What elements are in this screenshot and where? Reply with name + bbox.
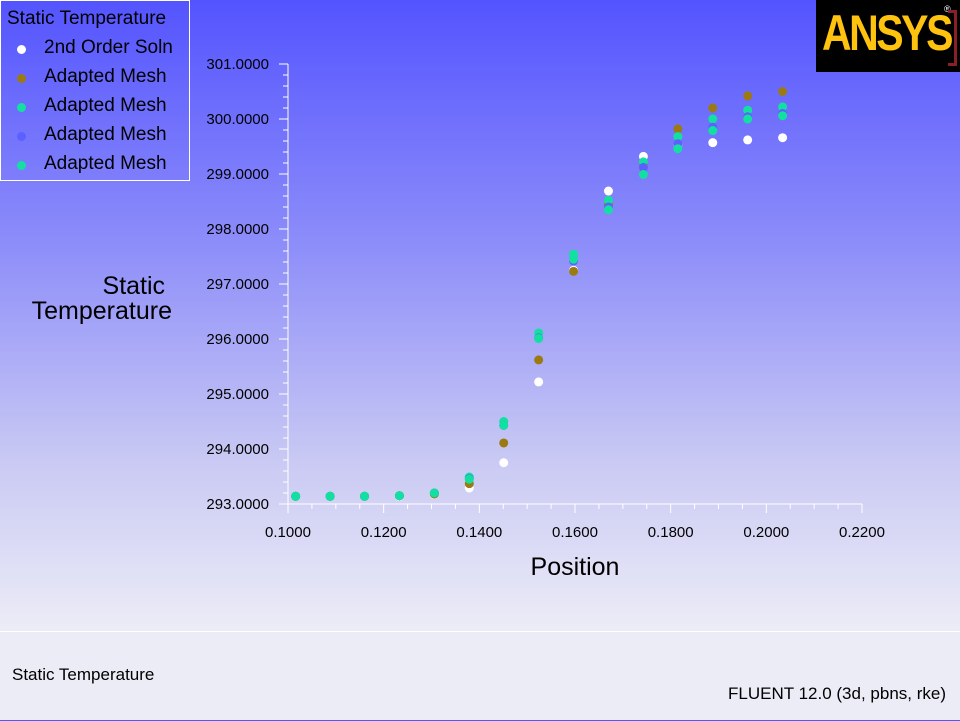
y-axis-label-line-2: Temperature bbox=[32, 297, 172, 325]
data-point bbox=[743, 135, 753, 145]
data-point bbox=[708, 126, 718, 136]
legend-label: Adapted Mesh bbox=[44, 95, 167, 116]
data-point bbox=[673, 132, 683, 142]
data-point bbox=[603, 186, 613, 196]
data-point bbox=[673, 124, 683, 134]
legend-title: Static Temperature bbox=[7, 8, 167, 29]
y-axis-label-line-1: Static bbox=[103, 272, 166, 300]
ansys-logo: ANSYS ® bbox=[816, 0, 960, 72]
y-tick-label: 296.0000 bbox=[206, 331, 269, 348]
y-tick-label: 295.0000 bbox=[206, 386, 269, 403]
data-point bbox=[603, 195, 613, 205]
data-point bbox=[569, 266, 579, 276]
data-point bbox=[743, 105, 753, 115]
data-point bbox=[708, 103, 718, 113]
data-point bbox=[778, 111, 788, 121]
y-tick-label: 301.0000 bbox=[206, 56, 269, 73]
data-point bbox=[708, 138, 718, 148]
x-tick-label: 0.1200 bbox=[361, 524, 407, 541]
y-tick-label: 299.0000 bbox=[206, 166, 269, 183]
x-tick-label: 0.2000 bbox=[743, 524, 789, 541]
y-tick-label: 300.0000 bbox=[206, 111, 269, 128]
data-point bbox=[534, 355, 544, 365]
legend-marker bbox=[17, 103, 26, 112]
data-point bbox=[569, 254, 579, 264]
legend: Static Temperature 2nd Order Soln Adapte… bbox=[0, 0, 190, 181]
registered-mark: ® bbox=[944, 4, 951, 14]
x-axis-label: Position bbox=[531, 553, 620, 581]
solver-info: FLUENT 12.0 (3d, pbns, rke) bbox=[728, 684, 946, 703]
y-tick-label: 298.0000 bbox=[206, 221, 269, 238]
legend-label: 2nd Order Soln bbox=[44, 37, 173, 58]
data-points bbox=[291, 87, 788, 501]
data-point bbox=[778, 133, 788, 143]
legend-item: 2nd Order Soln bbox=[1, 37, 189, 61]
legend-item: Adapted Mesh bbox=[1, 153, 189, 177]
data-point bbox=[291, 491, 301, 501]
x-tick-label: 0.1400 bbox=[456, 524, 502, 541]
data-point bbox=[360, 491, 370, 501]
data-point bbox=[778, 102, 788, 112]
legend-label: Adapted Mesh bbox=[44, 124, 167, 145]
data-point bbox=[638, 170, 648, 180]
data-point bbox=[499, 458, 509, 468]
footer-title: Static Temperature bbox=[12, 665, 155, 684]
data-point bbox=[464, 474, 474, 484]
x-tick-label: 0.1600 bbox=[552, 524, 598, 541]
data-point bbox=[638, 162, 648, 172]
y-tick-label: 297.0000 bbox=[206, 276, 269, 293]
legend-item: Adapted Mesh bbox=[1, 124, 189, 148]
x-tick-label: 0.2200 bbox=[839, 524, 885, 541]
logo-bracket bbox=[948, 10, 957, 66]
legend-marker bbox=[17, 74, 26, 83]
y-tick-label: 293.0000 bbox=[206, 496, 269, 513]
x-tick-label: 0.1000 bbox=[265, 524, 311, 541]
data-point bbox=[743, 91, 753, 101]
plot-axes: 0.1000 0.1200 0.1400 0.1600 0.1800 0.2000 0.22… bbox=[206, 56, 885, 541]
legend-item: Adapted Mesh bbox=[1, 66, 189, 90]
legend-label: Adapted Mesh bbox=[44, 153, 167, 174]
logo-wordmark: ANSYS bbox=[822, 5, 953, 61]
data-point bbox=[499, 438, 509, 448]
data-point bbox=[499, 420, 509, 430]
data-point bbox=[325, 491, 335, 501]
y-axis-label: Static Temperature bbox=[32, 272, 172, 325]
data-point bbox=[743, 114, 753, 124]
legend-item: Adapted Mesh bbox=[1, 95, 189, 119]
legend-marker bbox=[17, 161, 26, 170]
y-tick-label: 294.0000 bbox=[206, 441, 269, 458]
x-tick-label: 0.1800 bbox=[648, 524, 694, 541]
data-point bbox=[778, 87, 788, 96]
data-point bbox=[603, 205, 613, 215]
data-point bbox=[394, 491, 404, 501]
legend-marker bbox=[17, 132, 26, 141]
legend-label: Adapted Mesh bbox=[44, 66, 167, 87]
data-point bbox=[429, 488, 439, 498]
data-point bbox=[534, 333, 544, 343]
legend-marker bbox=[17, 45, 26, 54]
data-point bbox=[708, 114, 718, 124]
footer-panel: Static Temperature FLUENT 12.0 (3d, pbns… bbox=[0, 631, 960, 721]
data-point bbox=[673, 144, 683, 154]
data-point bbox=[534, 377, 544, 387]
